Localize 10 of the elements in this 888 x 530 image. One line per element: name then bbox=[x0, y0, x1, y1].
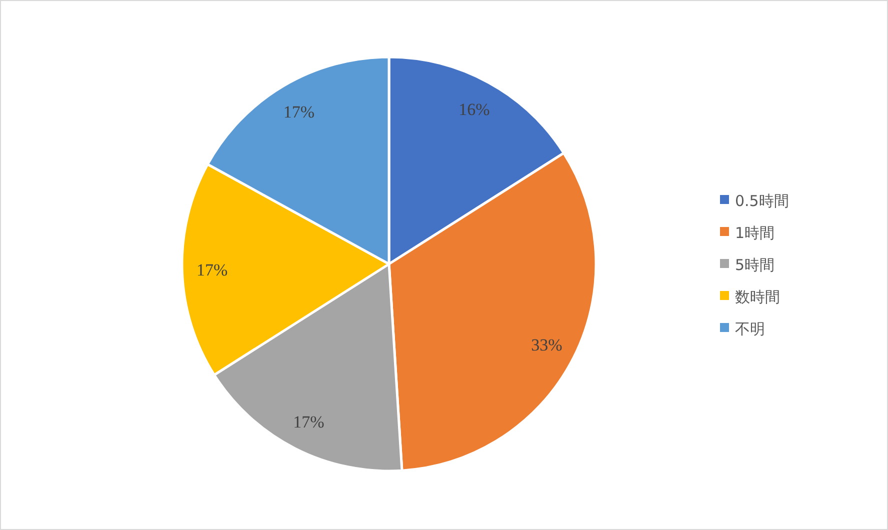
legend-label: 1時間 bbox=[735, 224, 775, 242]
data-label: 16% bbox=[458, 100, 490, 119]
legend-label: 5時間 bbox=[735, 256, 775, 274]
legend-label: 数時間 bbox=[735, 288, 780, 306]
data-label: 17% bbox=[283, 102, 314, 122]
legend-label: 不明 bbox=[735, 320, 765, 338]
data-label: 33% bbox=[531, 335, 562, 354]
data-label: 17% bbox=[293, 412, 324, 432]
legend-label: 0.5時間 bbox=[735, 192, 789, 210]
data-label: 17% bbox=[196, 260, 228, 280]
